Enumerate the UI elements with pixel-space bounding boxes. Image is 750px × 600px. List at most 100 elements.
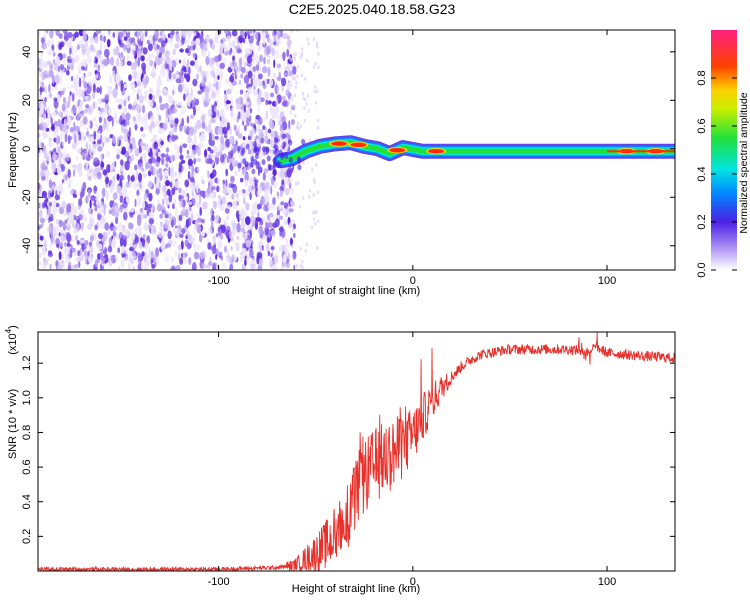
noise-speck	[227, 188, 232, 195]
noise-speck	[70, 76, 74, 82]
noise-speck	[152, 150, 156, 159]
noise-speck	[108, 261, 113, 267]
noise-speck	[138, 162, 144, 170]
noise-speck	[219, 46, 224, 56]
noise-speck	[225, 179, 228, 187]
noise-speck	[52, 212, 57, 220]
noise-speck	[199, 194, 202, 205]
noise-speck	[86, 85, 92, 95]
noise-speck	[231, 193, 235, 200]
noise-speck	[95, 30, 102, 35]
noise-speck	[199, 135, 203, 143]
spectrogram-frame	[37, 29, 676, 271]
noise-speck	[66, 203, 72, 213]
noise-speck	[44, 85, 47, 94]
noise-speck	[97, 64, 101, 72]
noise-speck	[84, 95, 91, 102]
noise-speck	[119, 166, 125, 172]
noise-speck	[114, 205, 119, 212]
noise-speck	[155, 178, 160, 187]
noise-speck	[260, 259, 264, 264]
noise-speck	[164, 169, 168, 178]
noise-speck	[119, 195, 124, 203]
noise-speck	[120, 124, 125, 133]
noise-speck	[226, 122, 230, 131]
noise-speck	[228, 151, 231, 157]
noise-speck	[303, 76, 307, 81]
noise-speck	[265, 91, 269, 102]
noise-speck	[313, 180, 316, 185]
noise-speck	[166, 59, 169, 65]
noise-speck	[183, 93, 186, 101]
noise-speck	[211, 245, 217, 255]
noise-speck	[157, 199, 161, 205]
noise-speck	[172, 48, 176, 56]
snr-y-multiplier-base: (x10	[7, 333, 19, 354]
noise-speck	[90, 264, 94, 270]
noise-speck	[175, 33, 180, 43]
noise-speck	[222, 186, 227, 195]
noise-speck	[282, 99, 288, 106]
noise-speck	[153, 134, 157, 140]
noise-speck	[211, 169, 217, 178]
noise-speck	[176, 73, 180, 80]
noise-speck	[266, 189, 270, 194]
noise-speck	[96, 87, 100, 93]
noise-speck	[67, 168, 71, 179]
noise-speck	[47, 39, 51, 48]
noise-speck	[178, 59, 181, 64]
noise-speck	[94, 69, 98, 75]
noise-speck	[79, 191, 83, 200]
noise-speck	[297, 181, 300, 185]
noise-speck	[203, 43, 209, 49]
noise-speck	[262, 216, 268, 224]
noise-speck	[247, 109, 251, 117]
noise-speck	[51, 74, 55, 85]
noise-speck	[279, 114, 282, 123]
noise-speck	[236, 235, 240, 240]
noise-speck	[93, 130, 97, 140]
noise-speck	[266, 244, 270, 253]
snr-x-tick-label: 0	[410, 576, 416, 588]
noise-speck	[76, 147, 82, 154]
signal-blob	[242, 158, 247, 165]
noise-speck	[230, 107, 233, 117]
noise-speck	[160, 140, 164, 146]
noise-speck	[252, 31, 255, 38]
noise-speck	[42, 61, 49, 69]
noise-speck	[99, 42, 103, 51]
noise-speck	[199, 142, 204, 148]
noise-speck	[116, 173, 120, 181]
noise-speck	[129, 207, 135, 213]
noise-speck	[281, 77, 287, 87]
noise-speck	[77, 88, 83, 98]
noise-speck	[120, 80, 124, 86]
noise-speck	[40, 170, 46, 177]
noise-speck	[68, 181, 72, 189]
noise-speck	[211, 43, 215, 50]
noise-speck	[174, 150, 179, 161]
noise-speck	[186, 115, 190, 124]
noise-speck	[116, 57, 120, 68]
noise-speck	[169, 181, 173, 188]
noise-speck	[238, 189, 243, 195]
noise-speck	[114, 46, 120, 56]
noise-speck	[187, 170, 191, 180]
noise-speck	[255, 63, 258, 71]
noise-speck	[136, 189, 140, 196]
noise-speck	[208, 83, 212, 89]
noise-speck	[213, 105, 219, 113]
signal-blob	[250, 155, 255, 162]
noise-speck	[42, 246, 46, 256]
noise-speck	[219, 70, 224, 79]
noise-speck	[102, 142, 105, 148]
noise-speck	[142, 47, 148, 55]
noise-speck	[193, 106, 196, 116]
noise-speck	[211, 185, 217, 191]
spectrogram-x-tick-label: 100	[598, 275, 616, 287]
noise-speck	[204, 125, 208, 132]
noise-speck	[239, 109, 245, 120]
noise-speck	[73, 169, 75, 177]
noise-speck	[148, 181, 154, 189]
noise-speck	[173, 217, 177, 226]
